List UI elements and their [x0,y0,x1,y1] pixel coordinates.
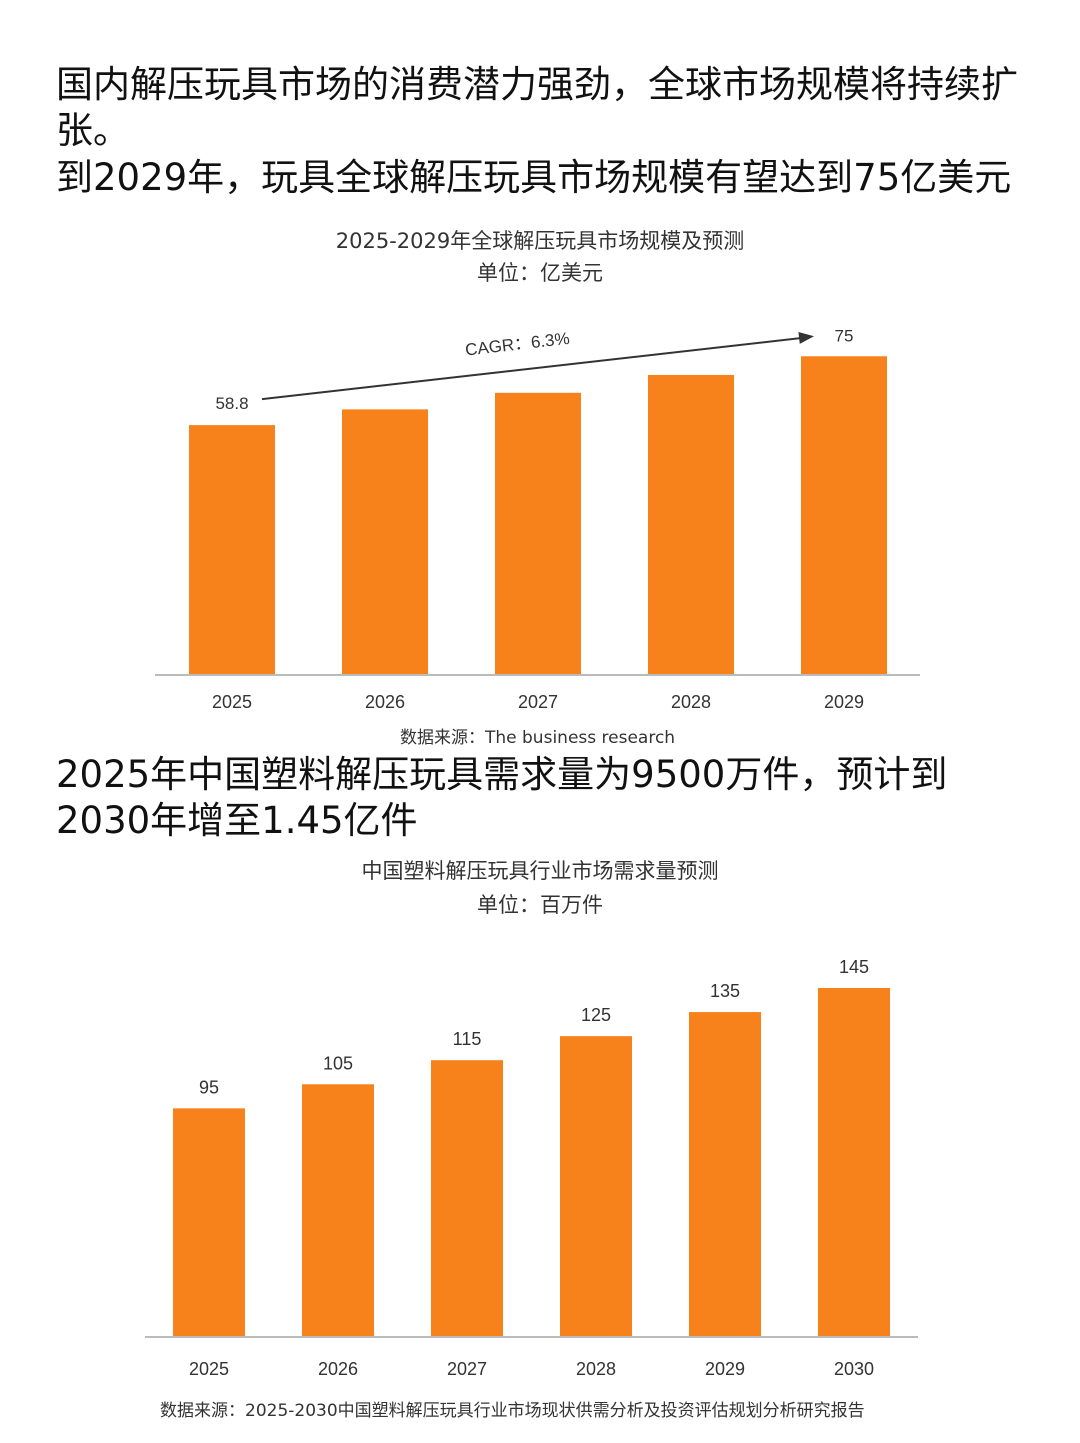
chart2-tick-2029: 2029 [705,1359,745,1379]
chart2-tick-2026: 2026 [318,1359,358,1379]
chart1-source: 数据来源：The business research [400,728,676,748]
chart2-label-2028: 125 [581,1005,611,1025]
china-demand-chart: 中国塑料解压玩具行业市场需求量预测 单位：百万件 2025 2026 2027 202… [0,850,1080,1440]
chart2-label-2030: 145 [839,957,869,977]
chart2-tick-2027: 2027 [447,1359,487,1379]
chart2-subtitle: 单位：百万件 [477,893,603,917]
global-market-chart: 2025-2029年全球解压玩具市场规模及预测 单位：亿美元 2025 2026 2… [0,220,1080,750]
chart2-bar-2029 [689,1012,761,1337]
chart1-label-2029: 75 [835,326,854,345]
chart1-plot: 2025 2026 2027 2028 2029 58.8 75 CAGR：6.3% [155,326,920,712]
chart2-label-2026: 105 [323,1053,353,1073]
chart2-source: 数据来源：2025-2030中国塑料解压玩具行业市场现状供需分析及投资评估规划分… [160,1401,865,1421]
cagr-arrow-line [261,336,809,401]
heading-china-demand: 2025年中国塑料解压玩具需求量为9500万件，预计到2030年增至1.45亿件 [56,753,948,842]
chart1-label-2025: 58.8 [215,394,248,413]
chart1-tick-2029: 2029 [824,692,864,712]
chart1-tick-2027: 2027 [518,692,558,712]
chart2-bar-2027 [431,1060,503,1337]
chart2-bar-2030 [818,988,890,1337]
chart2-bar-2025 [173,1108,245,1337]
chart2-tick-2030: 2030 [834,1359,874,1379]
chart2-label-2027: 115 [453,1029,482,1049]
chart1-subtitle: 单位：亿美元 [477,261,603,285]
chart2-label-2025: 95 [199,1077,219,1097]
chart1-tick-2028: 2028 [671,692,711,712]
chart1-bar-2025 [189,425,275,675]
chart1-title: 2025-2029年全球解压玩具市场规模及预测 [335,229,745,253]
heading-global-forecast: 到2029年，玩具全球解压玩具市场规模有望达到75亿美元 [56,156,1012,199]
heading-market-potential: 国内解压玩具市场的消费潜力强劲，全球市场规模将持续扩张。 [56,63,1018,152]
chart2-tick-2025: 2025 [189,1359,229,1379]
chart2-label-2029: 135 [710,981,740,1001]
cagr-arrow-head [798,331,814,344]
chart1-tick-2026: 2026 [365,692,405,712]
chart2-tick-2028: 2028 [576,1359,616,1379]
chart2-bar-2028 [560,1036,632,1337]
chart2-bar-2026 [302,1084,374,1337]
chart1-tick-2025: 2025 [212,692,252,712]
chart1-bar-2029 [801,356,887,675]
chart2-title: 中国塑料解压玩具行业市场需求量预测 [361,859,719,883]
chart1-bar-2026 [342,409,428,675]
chart1-bar-2027 [495,392,581,675]
chart2-plot: 2025 2026 2027 2028 2029 2030 95 105 115 125 135 14… [145,957,918,1379]
chart1-bar-2028 [648,374,734,675]
cagr-label: CAGR：6.3% [464,329,570,360]
